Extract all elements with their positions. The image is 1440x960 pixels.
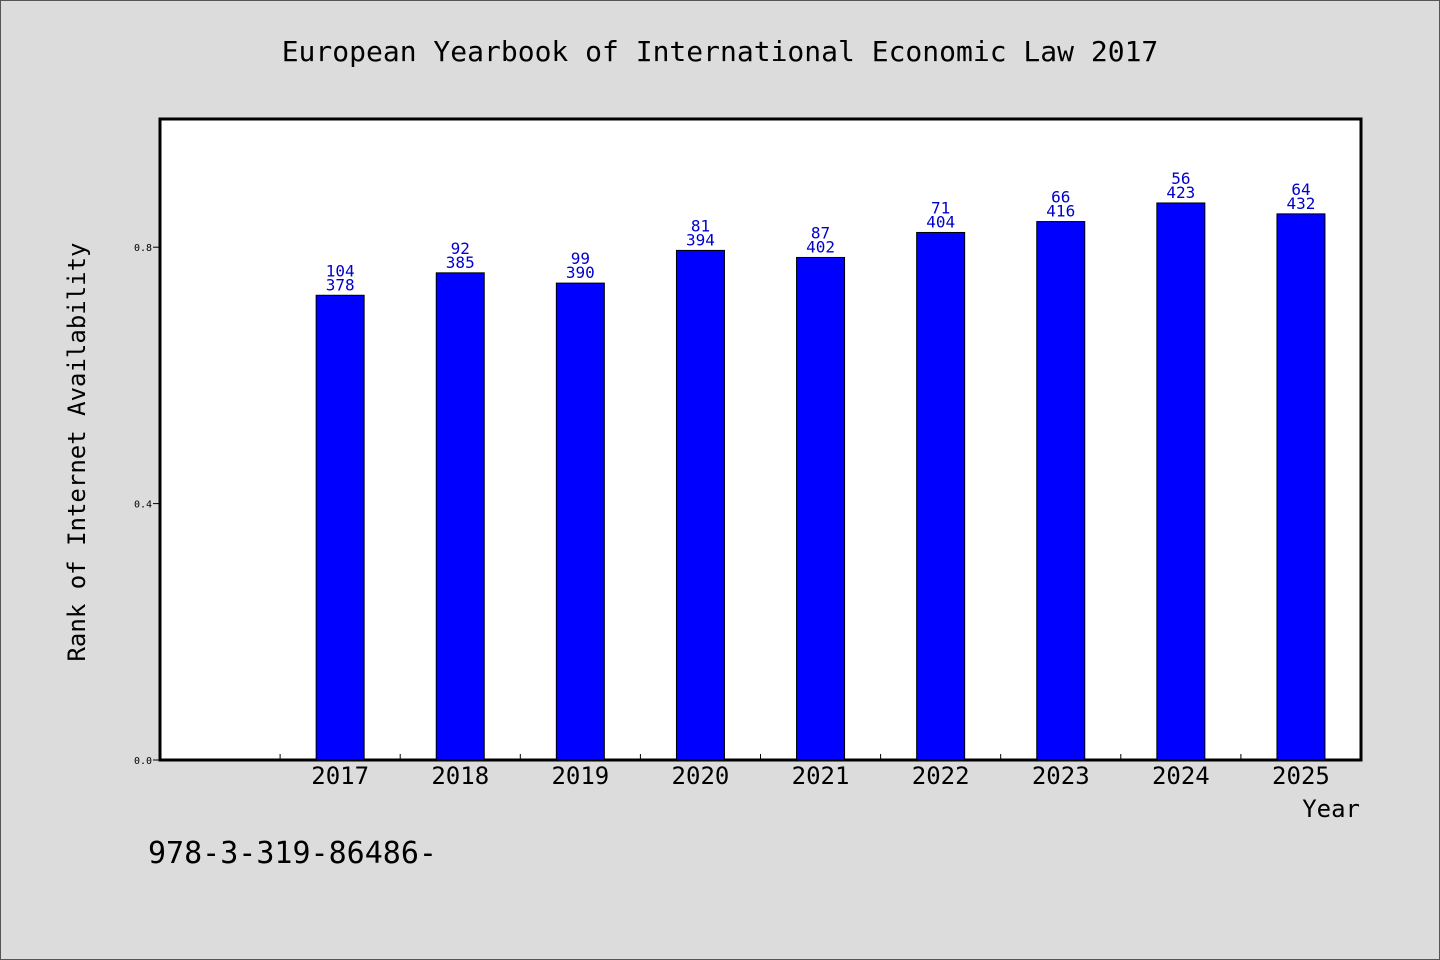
- bar-label-top-2017: 104: [326, 261, 355, 280]
- bar-label-bottom-2021: 402: [806, 237, 835, 256]
- bar-label-top-2024: 56: [1171, 169, 1190, 188]
- bar-label-bottom-2022: 404: [926, 212, 955, 231]
- bar-label-top-2025: 64: [1291, 180, 1310, 199]
- x-axis-label: Year: [1302, 795, 1360, 823]
- bar-2025: [1276, 213, 1326, 761]
- x-tick-label: 2022: [912, 762, 970, 790]
- bar-2020: [675, 249, 725, 761]
- bar-2019: [555, 282, 605, 761]
- x-tick-label: 2024: [1152, 762, 1210, 790]
- y-axis: 0.0 0.4 0.8: [134, 243, 160, 767]
- bar-label-bottom-2019: 390: [566, 263, 595, 282]
- x-tick-label: 2018: [431, 762, 489, 790]
- x-axis: 2017 2018 2019 2020 2021 2022 2023 2024 2025: [279, 754, 1330, 790]
- chart-title: European Yearbook of International Econo…: [282, 35, 1159, 68]
- bar-label-top-2021: 87: [811, 223, 830, 242]
- x-tick-label: 2019: [551, 762, 609, 790]
- bar-label-top-2018: 92: [451, 239, 470, 258]
- bar-label-bottom-2025: 432: [1286, 194, 1315, 213]
- bar-label-top-2023: 66: [1051, 188, 1070, 207]
- x-tick-label: 2023: [1032, 762, 1090, 790]
- bar-label-top-2022: 71: [931, 198, 950, 217]
- x-tick-label: 2021: [792, 762, 850, 790]
- y-tick-label: 0.8: [134, 243, 152, 254]
- x-tick-label: 2020: [672, 762, 730, 790]
- x-tick-label: 2017: [311, 762, 369, 790]
- bar-label-bottom-2023: 416: [1046, 202, 1075, 221]
- bar-label-bottom-2018: 385: [446, 253, 475, 272]
- y-tick-label: 0.0: [134, 756, 152, 767]
- bars-group: [315, 202, 1326, 761]
- bar-label-bottom-2020: 394: [686, 230, 715, 249]
- bar-2023: [1036, 221, 1086, 761]
- bar-label-top-2019: 99: [571, 249, 590, 268]
- bar-2024: [1156, 202, 1206, 761]
- bar-2017: [315, 294, 365, 761]
- bar-label-bottom-2024: 423: [1166, 183, 1195, 202]
- bar-label-top-2020: 81: [691, 216, 710, 235]
- bar-label-bottom-2017: 378: [326, 275, 355, 294]
- footer-isbn: 978-3-319-86486-: [148, 836, 437, 871]
- bar-2021: [796, 256, 846, 761]
- x-tick-label: 2025: [1272, 762, 1330, 790]
- y-tick-label: 0.4: [134, 500, 152, 511]
- bar-2022: [916, 231, 966, 761]
- bar-2018: [435, 272, 485, 761]
- y-axis-label: Rank of Internet Availability: [63, 242, 91, 661]
